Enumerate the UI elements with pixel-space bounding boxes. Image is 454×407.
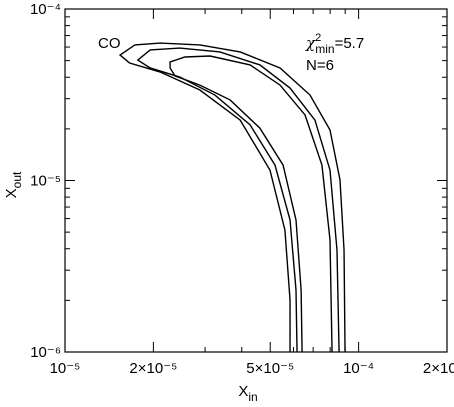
plot-frame [64,8,448,353]
x-tick-label: 5×10⁻⁵ [246,360,294,377]
species-label: CO [98,35,121,52]
contour-line [136,47,340,353]
chi-symbol: χ [305,34,316,52]
chi-label: χ2 min=5.7 [305,32,364,56]
contour-line [118,42,346,353]
y-label-sub: out [10,171,24,188]
chi-value: =5.7 [335,35,365,52]
y-axis-label: Xout [3,171,24,198]
x-axis-label: Xin [238,383,257,404]
x-tick-label: 10⁻⁵ [50,360,81,377]
chi-subscript: min [315,42,334,56]
y-tick-label: 10⁻⁶ [30,344,61,361]
x-label-sub: in [248,390,257,404]
x-tick-label: 2×10⁻⁴ [423,360,454,377]
y-label-main: X [3,188,20,198]
n-label: N=6 [306,57,334,74]
y-tick-label: 10⁻⁴ [30,1,61,18]
x-tick-label: 2×10⁻⁵ [129,360,177,377]
x-tick-label: 10⁻⁴ [343,360,374,377]
chi-superscript: 2 [315,32,321,44]
contour-line [169,55,333,353]
y-tick-label: 10⁻⁵ [30,173,61,190]
x-label-main: X [238,383,248,400]
